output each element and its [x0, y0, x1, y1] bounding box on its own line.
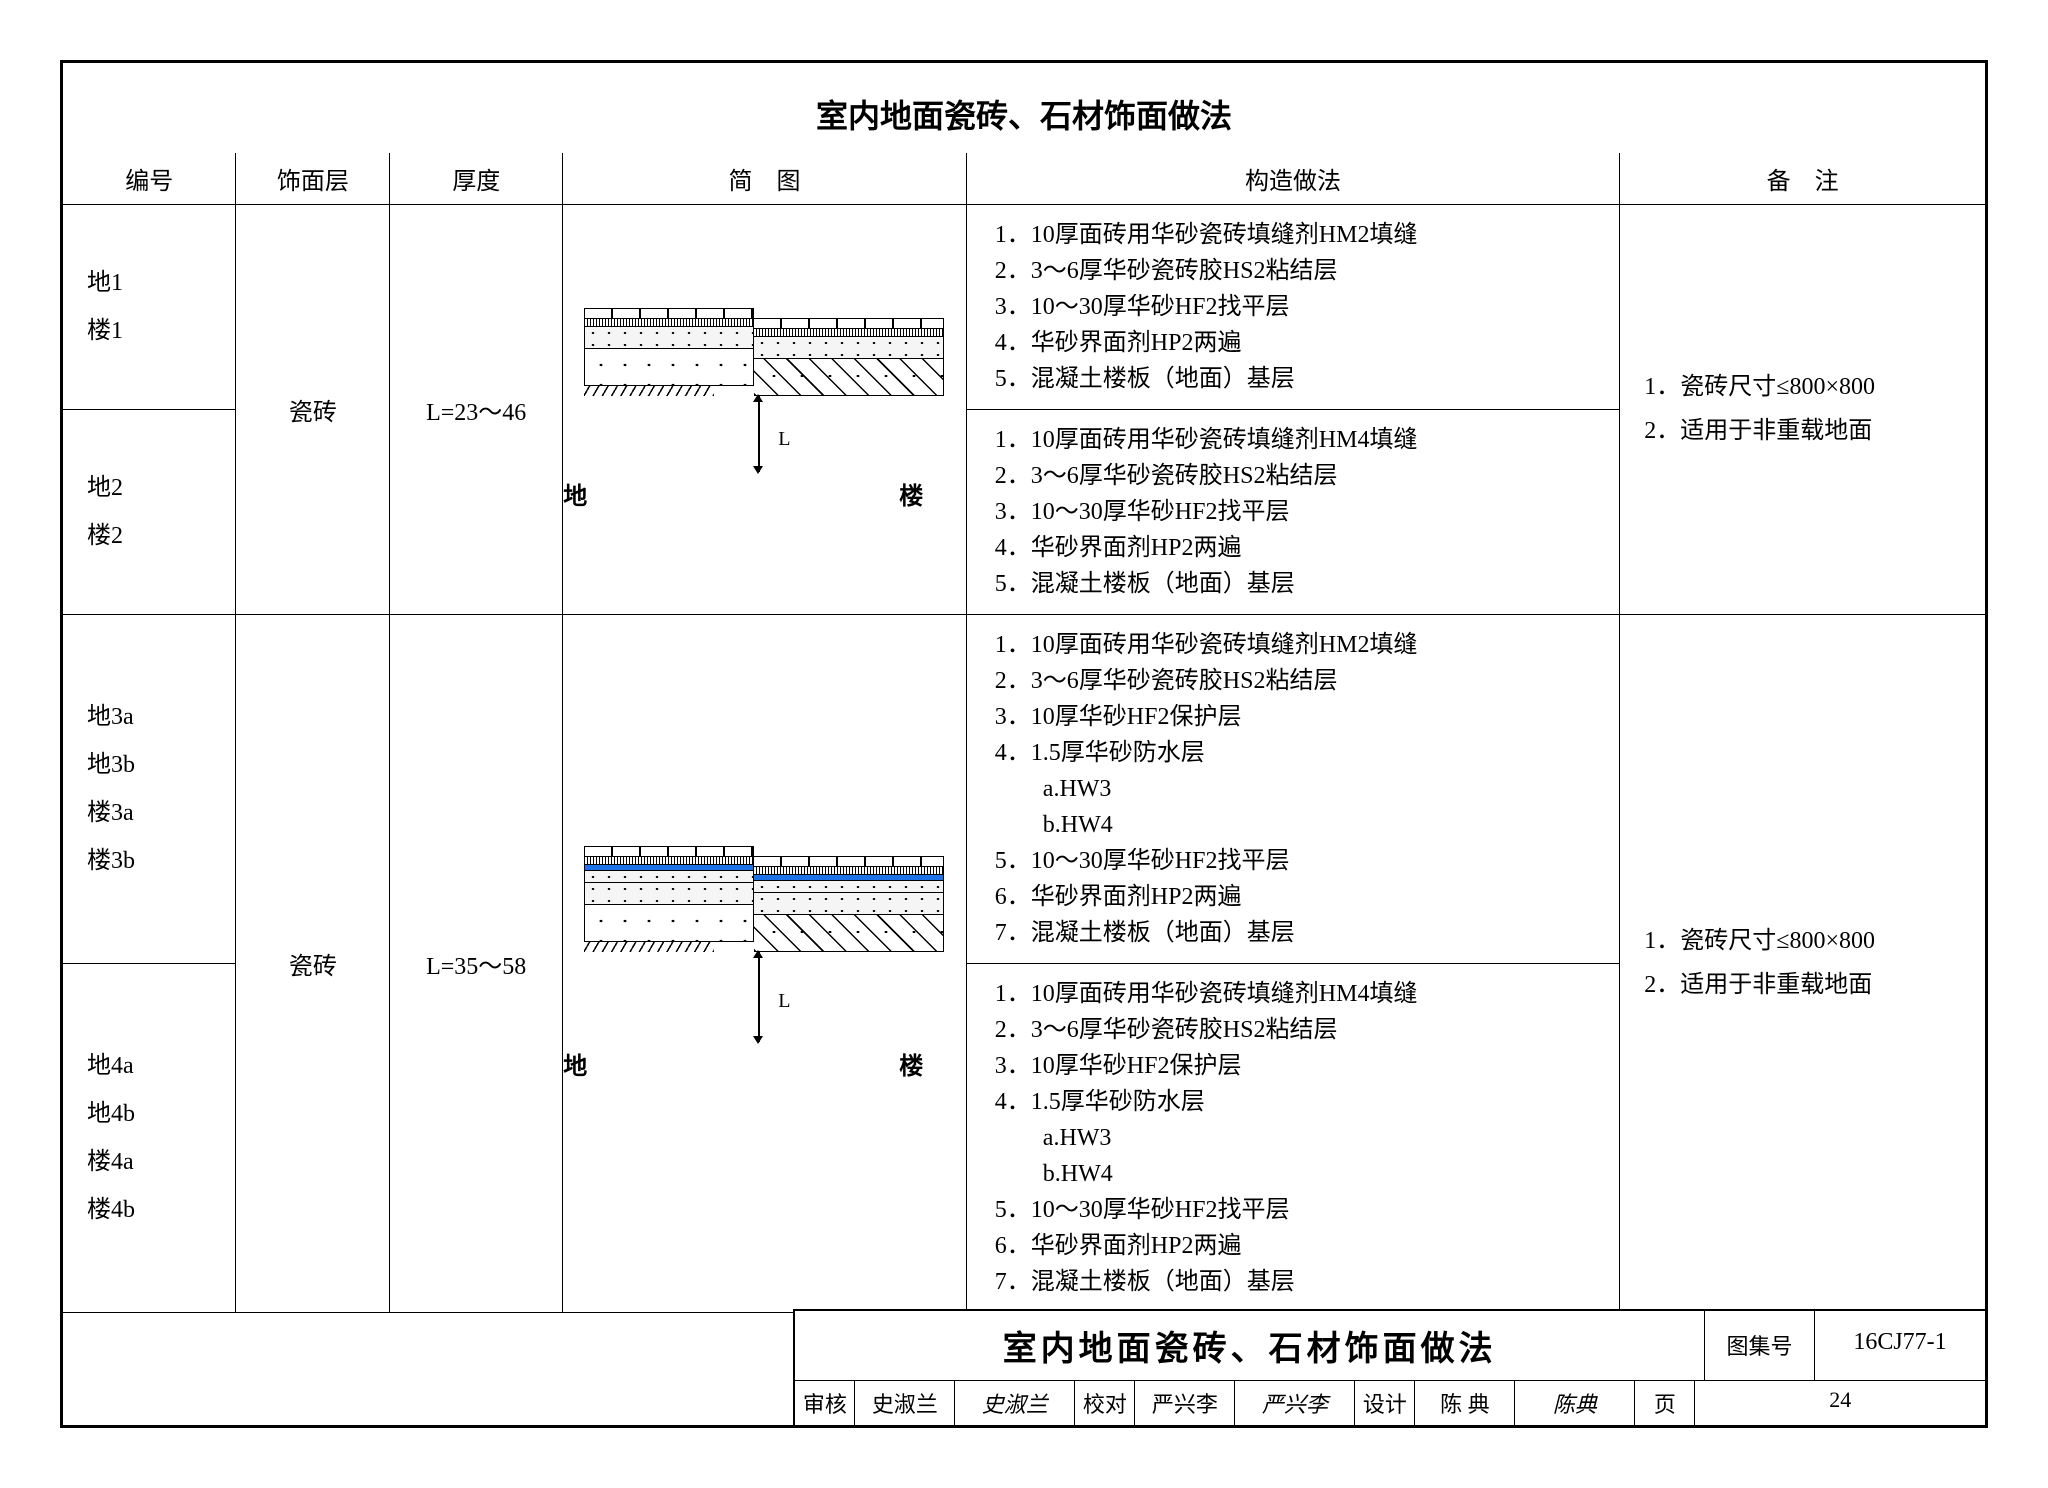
code-cell: 地4a地4b楼4a楼4b: [63, 964, 236, 1313]
col-note: 备 注: [1620, 153, 1985, 205]
tb-name: 严兴李: [1135, 1381, 1235, 1425]
diagram-cell: L 地楼: [563, 615, 967, 1313]
tb-title: 室内地面瓷砖、石材饰面做法: [795, 1311, 1705, 1380]
tb-signature: 史淑兰: [955, 1381, 1075, 1425]
tb-page-key: 页: [1635, 1381, 1695, 1425]
note-cell: 1．瓷砖尺寸≤800×8002．适用于非重载地面: [1620, 205, 1985, 615]
table-header-row: 编号 饰面层 厚度 简 图 构造做法 备 注: [63, 153, 1985, 205]
construction-cell: 1．10厚面砖用华砂瓷砖填缝剂HM4填缝2．3～6厚华砂瓷砖胶HS2粘结层3．1…: [966, 964, 1619, 1313]
tb-signature: 陈典: [1515, 1381, 1635, 1425]
col-layer: 饰面层: [236, 153, 390, 205]
col-construction: 构造做法: [966, 153, 1619, 205]
title-block: 室内地面瓷砖、石材饰面做法 图集号 16CJ77-1 审核史淑兰史淑兰校对严兴李…: [793, 1309, 1985, 1425]
layer-cell: 瓷砖: [236, 615, 390, 1313]
drawing-frame: 室内地面瓷砖、石材饰面做法 编号 饰面层 厚度 简 图 构造做法 备 注 地1楼…: [60, 60, 1988, 1428]
code-cell: 地1楼1: [63, 205, 236, 410]
col-thick: 厚度: [390, 153, 563, 205]
tb-role: 设计: [1355, 1381, 1415, 1425]
diagram-cell: L 地楼: [563, 205, 967, 615]
thickness-cell: L=23～46: [390, 205, 563, 615]
spec-table: 编号 饰面层 厚度 简 图 构造做法 备 注 地1楼1瓷砖L=23～46: [63, 153, 1985, 1313]
layer-cell: 瓷砖: [236, 205, 390, 615]
tb-role: 审核: [795, 1381, 855, 1425]
construction-cell: 1．10厚面砖用华砂瓷砖填缝剂HM2填缝2．3～6厚华砂瓷砖胶HS2粘结层3．1…: [966, 615, 1619, 964]
note-cell: 1．瓷砖尺寸≤800×8002．适用于非重载地面: [1620, 615, 1985, 1313]
construction-cell: 1．10厚面砖用华砂瓷砖填缝剂HM2填缝2．3～6厚华砂瓷砖胶HS2粘结层3．1…: [966, 205, 1619, 410]
code-cell: 地3a地3b楼3a楼3b: [63, 615, 236, 964]
table-row: 地1楼1瓷砖L=23～46 L 地楼 1．10厚面砖用华砂瓷砖填缝剂HM2填缝2…: [63, 205, 1985, 410]
tb-role: 校对: [1075, 1381, 1135, 1425]
page-title: 室内地面瓷砖、石材饰面做法: [63, 63, 1985, 153]
construction-cell: 1．10厚面砖用华砂瓷砖填缝剂HM4填缝2．3～6厚华砂瓷砖胶HS2粘结层3．1…: [966, 410, 1619, 615]
tb-page-val: 24: [1695, 1381, 1985, 1425]
tb-name: 史淑兰: [855, 1381, 955, 1425]
thickness-cell: L=35～58: [390, 615, 563, 1313]
col-diagram: 简 图: [563, 153, 967, 205]
table-row: 地3a地3b楼3a楼3b瓷砖L=35～58 L 地楼 1．10厚面砖用华砂瓷砖填…: [63, 615, 1985, 964]
tb-signature: 严兴李: [1235, 1381, 1355, 1425]
col-code: 编号: [63, 153, 236, 205]
tb-atlas-key: 图集号: [1705, 1311, 1815, 1380]
code-cell: 地2楼2: [63, 410, 236, 615]
tb-atlas-val: 16CJ77-1: [1815, 1311, 1985, 1380]
tb-name: 陈 典: [1415, 1381, 1515, 1425]
